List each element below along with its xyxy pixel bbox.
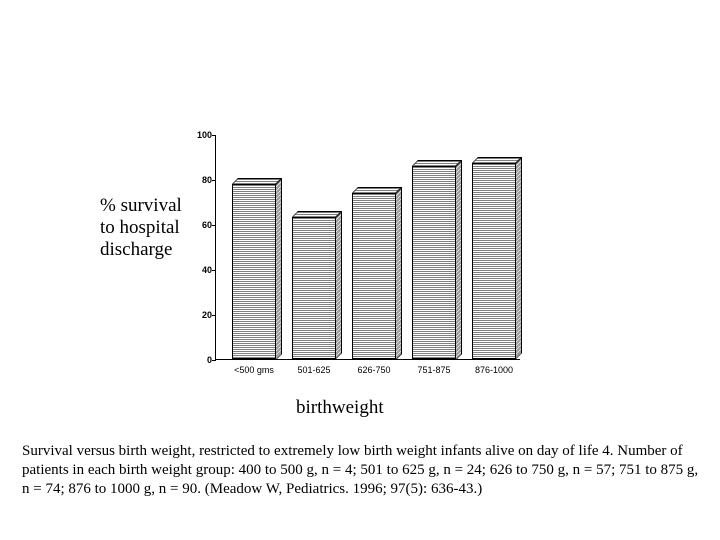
bar [232,178,282,360]
x-category-label: 751-875 [417,365,450,375]
x-axis-title: birthweight [296,397,384,419]
bar [412,160,462,360]
y-tick [212,360,216,361]
bar [352,187,402,360]
page: 0 20 40 60 80 100 <500 gms 501-625 626-750 751-87… [0,0,720,540]
bar [292,211,342,359]
y-tick-label: 80 [192,175,212,185]
bar [472,157,522,359]
y-tick [212,225,216,226]
x-category-label: 501-625 [297,365,330,375]
y-tick-label: 20 [192,310,212,320]
y-tick [212,135,216,136]
y-axis-title: % survivalto hospitaldischarge [100,195,182,261]
x-category-label: 626-750 [357,365,390,375]
bar-chart: 020406080100<500 gms501-625626-750751-87… [215,135,520,360]
x-category-label: 876-1000 [475,365,513,375]
x-category-label: <500 gms [234,365,274,375]
y-tick-label: 60 [192,220,212,230]
y-tick-label: 100 [192,130,212,140]
figure-caption: Survival versus birth weight, restricted… [22,442,702,500]
y-tick [212,180,216,181]
y-tick [212,270,216,271]
y-tick-label: 40 [192,265,212,275]
y-tick [212,315,216,316]
y-tick-label: 0 [192,355,212,365]
